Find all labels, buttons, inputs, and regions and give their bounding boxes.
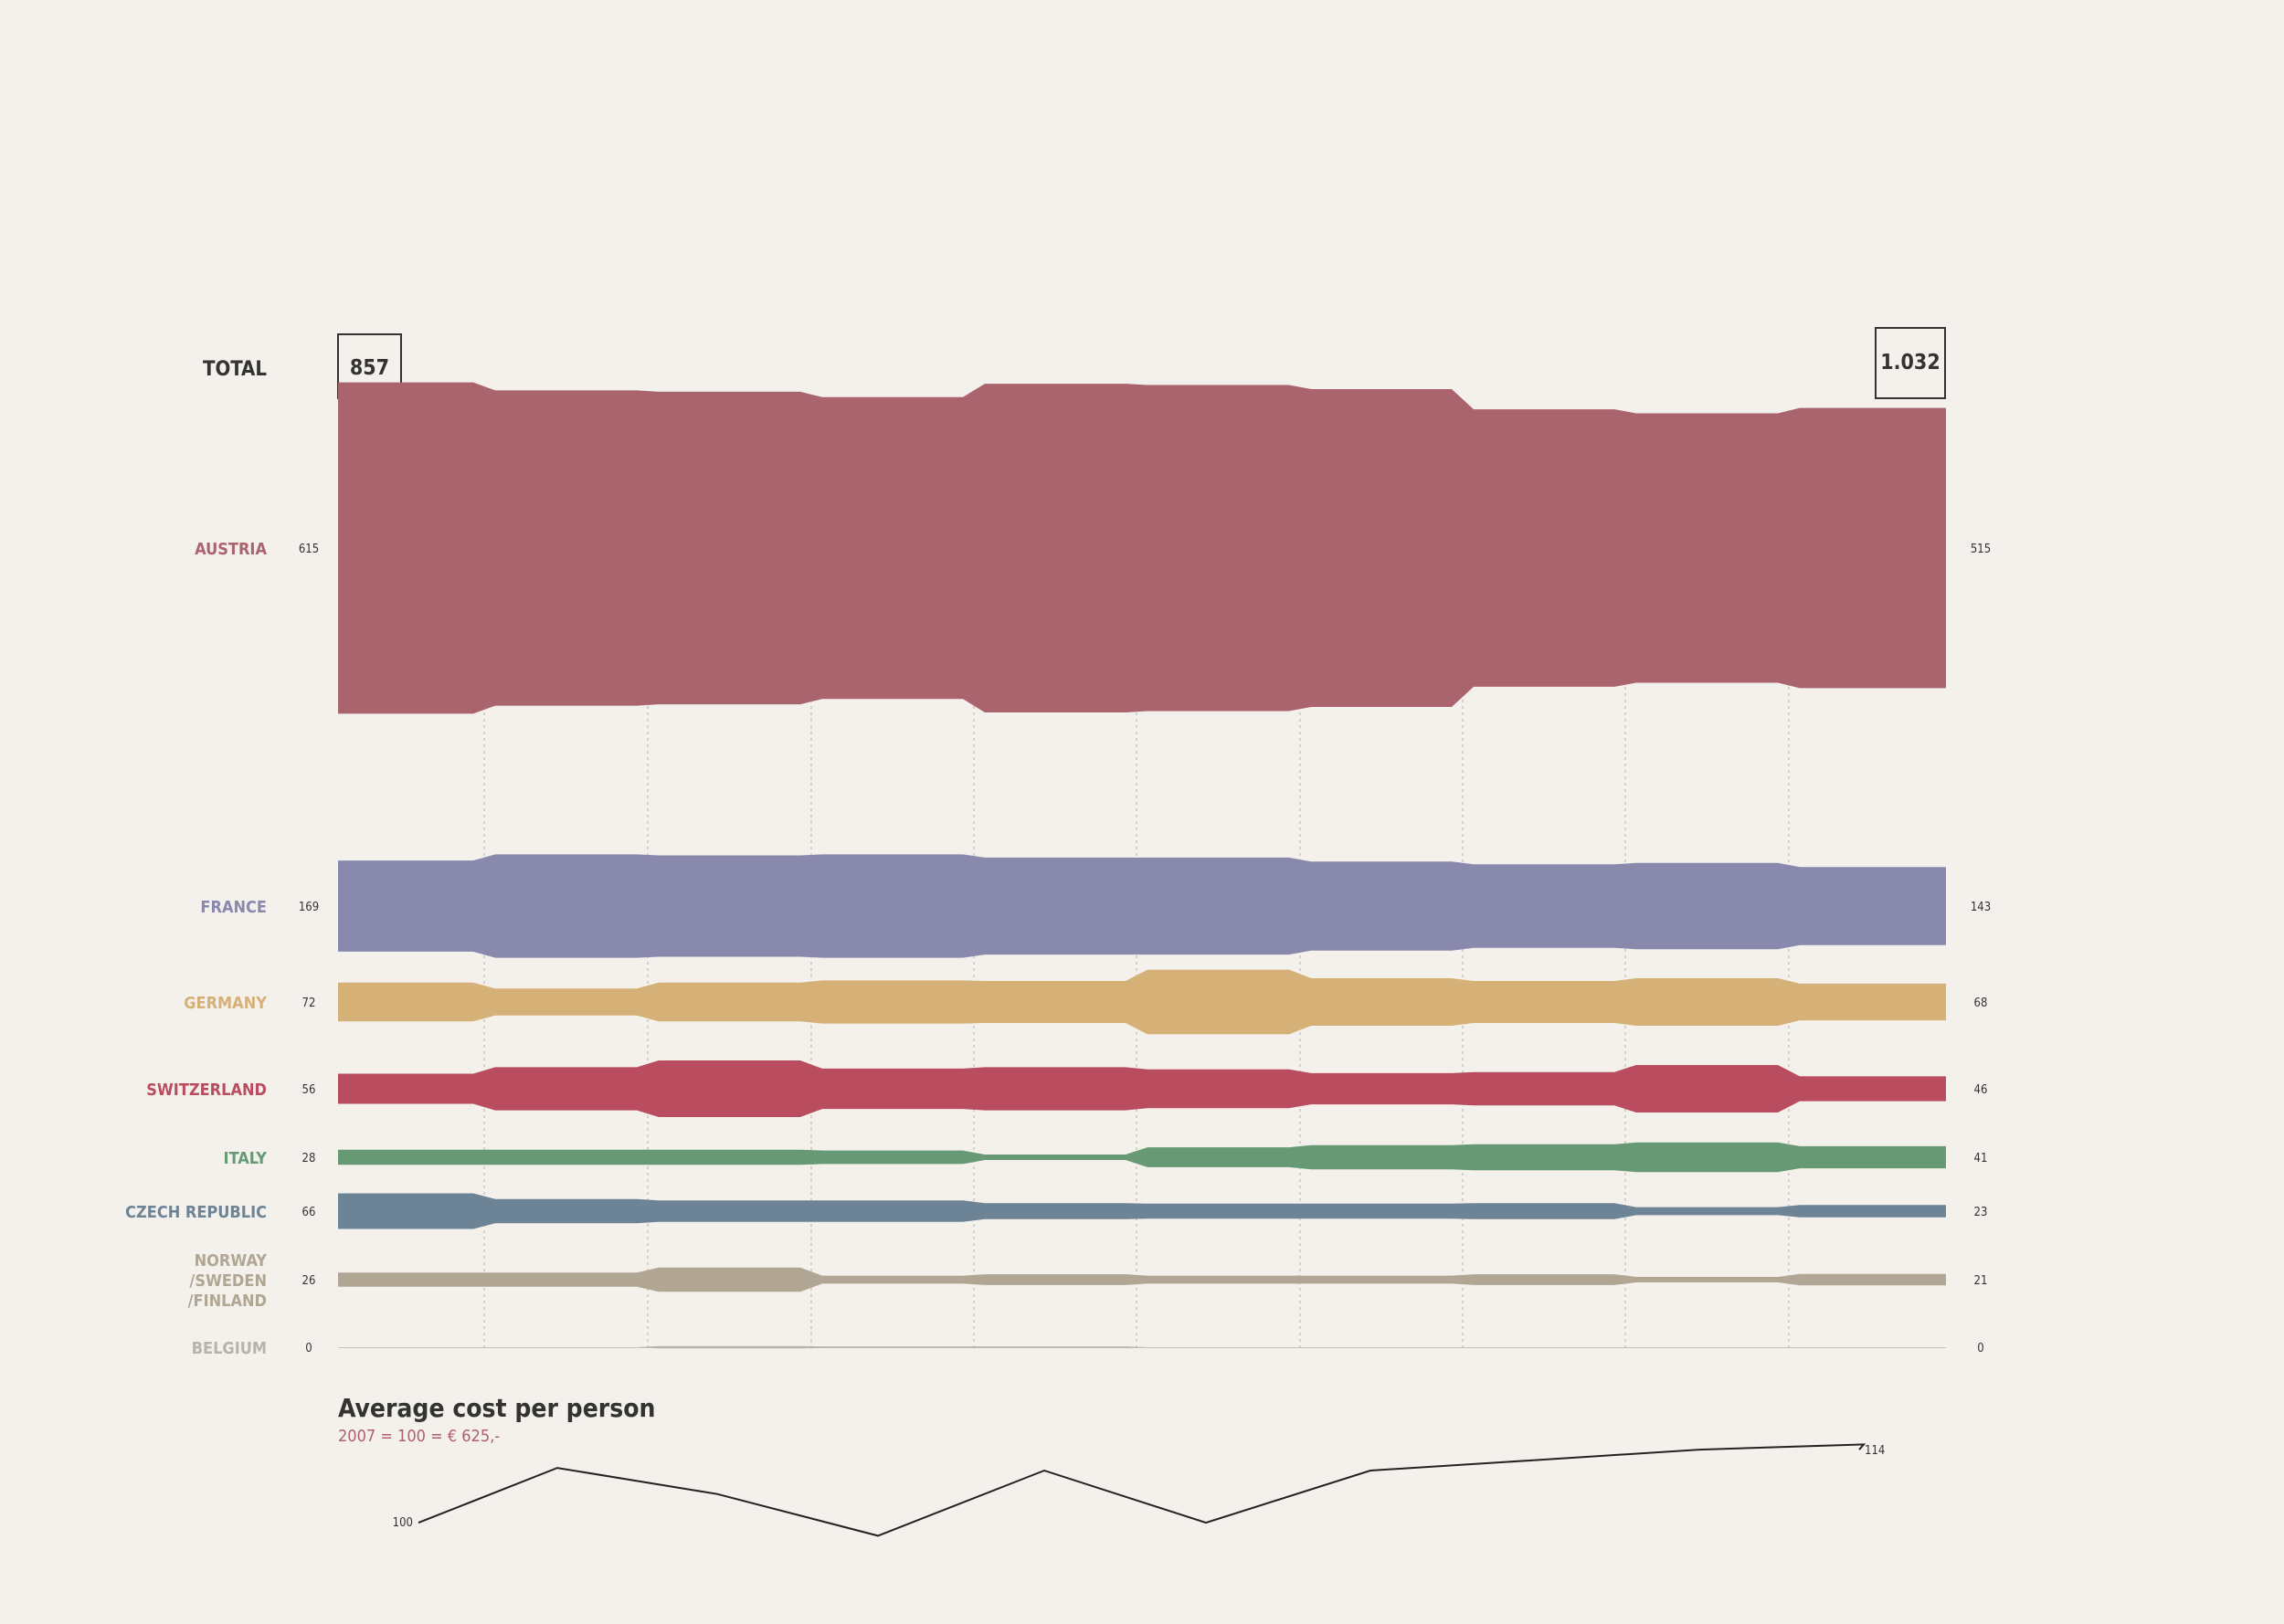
stream-bands: AUSTRIA 615 515 FRANCE 169 143 GERMANY 72 68 SWIT… — [125, 382, 1991, 1358]
series-band — [338, 1142, 1946, 1173]
series-band — [338, 1345, 1946, 1349]
series-label: BELGIUM — [192, 1339, 267, 1358]
series-start-value: 28 — [302, 1152, 316, 1165]
series-label-line: BELGIUM — [192, 1339, 267, 1358]
series-label-line: SWITZERLAND — [146, 1081, 267, 1100]
series-label-line: AUSTRIA — [195, 540, 267, 559]
cost-end-value: 114 — [1865, 1444, 1885, 1458]
cost-start-value: 100 — [393, 1516, 413, 1530]
series-label: AUSTRIA — [195, 540, 267, 559]
series-label-line: ITALY — [224, 1149, 268, 1168]
series-band — [338, 382, 1946, 714]
series-czech-republic: CZECH REPUBLIC 66 23 — [125, 1193, 1988, 1229]
series-switzerland: SWITZERLAND 56 46 — [146, 1060, 1987, 1117]
series-start-value: 26 — [302, 1274, 316, 1288]
series-austria: AUSTRIA 615 515 — [195, 382, 1991, 714]
series-band — [338, 1267, 1946, 1292]
series-end-value: 515 — [1971, 543, 1991, 556]
series-norway-sweden-finland: NORWAY/SWEDEN/FINLAND 26 21 — [188, 1251, 1988, 1311]
series-label: ITALY — [224, 1149, 268, 1168]
series-end-value: 46 — [1974, 1083, 1988, 1097]
series-end-value: 68 — [1974, 997, 1988, 1010]
series-start-value: 169 — [299, 901, 319, 914]
series-band — [338, 1060, 1946, 1117]
series-start-value: 615 — [299, 543, 319, 556]
series-end-value: 21 — [1974, 1274, 1988, 1288]
series-label: GERMANY — [184, 994, 267, 1013]
series-germany: GERMANY 72 68 — [184, 969, 1988, 1035]
cost-chart-title: Average cost per person — [338, 1393, 655, 1423]
series-label-line: GERMANY — [184, 994, 267, 1013]
cost-line — [418, 1443, 1866, 1537]
series-band — [338, 1193, 1946, 1229]
series-band — [338, 969, 1946, 1035]
series-end-value: 41 — [1974, 1152, 1988, 1165]
series-france: FRANCE 169 143 — [200, 854, 1991, 958]
series-label: SWITZERLAND — [146, 1081, 267, 1100]
series-band — [338, 854, 1946, 958]
series-label: CZECH REPUBLIC — [125, 1203, 267, 1222]
series-end-value: 143 — [1971, 901, 1991, 914]
series-label-line: CZECH REPUBLIC — [125, 1203, 267, 1222]
series-label-line: /SWEDEN — [189, 1271, 267, 1291]
total-end-value: 1.032 — [1880, 351, 1940, 374]
series-start-value: 66 — [302, 1206, 316, 1219]
total-start-value: 857 — [350, 356, 389, 380]
series-end-value: 23 — [1974, 1206, 1988, 1219]
series-start-value: 56 — [302, 1083, 316, 1097]
series-belgium: BELGIUM 0 0 — [192, 1339, 1984, 1358]
series-end-value: 0 — [1977, 1342, 1983, 1355]
total-label: TOTAL — [203, 358, 267, 381]
series-label: FRANCE — [200, 898, 267, 917]
series-label: NORWAY/SWEDEN/FINLAND — [188, 1251, 268, 1311]
series-label-line: NORWAY — [195, 1251, 268, 1271]
series-start-value: 72 — [302, 997, 316, 1010]
series-label-line: FRANCE — [200, 898, 267, 917]
series-italy: ITALY 28 41 — [224, 1142, 1988, 1173]
series-start-value: 0 — [305, 1342, 312, 1355]
cost-chart-subtitle: 2007 = 100 = € 625,- — [338, 1427, 500, 1446]
average-cost-chart: Average cost per person 2007 = 100 = € 62… — [338, 1393, 1885, 1537]
total-end-box — [1875, 327, 1946, 399]
series-label-line: /FINLAND — [188, 1292, 267, 1311]
